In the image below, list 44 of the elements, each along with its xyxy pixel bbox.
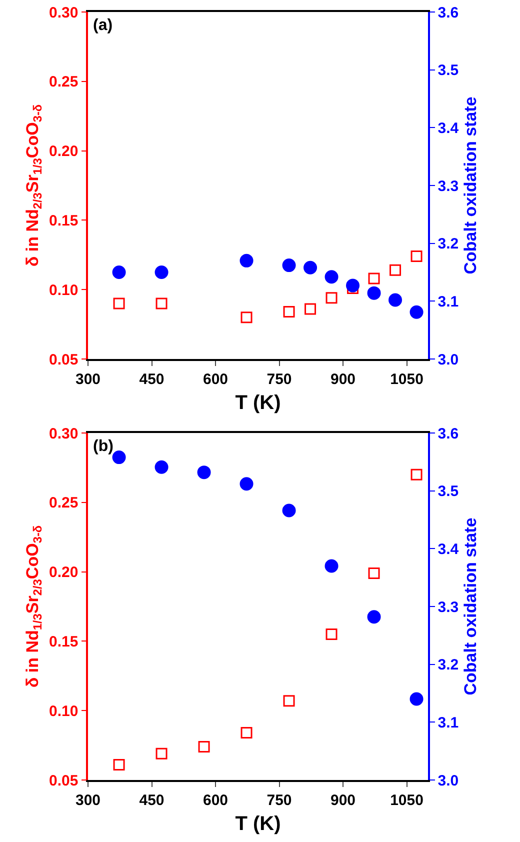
y2-axis-title: Cobalt oxidation state (461, 518, 480, 696)
x-tick-label: 450 (139, 792, 164, 809)
y2-axis-title: Cobalt oxidation state (461, 96, 480, 274)
x-tick-label: 300 (75, 370, 101, 388)
y-tick-label: 0.15 (49, 212, 78, 230)
x-axis-title: T (K) (235, 812, 281, 835)
y-tick-label: 0.10 (49, 282, 78, 299)
y-tick-label: 0.20 (49, 564, 78, 582)
y-tick-label: 0.10 (49, 702, 78, 720)
y2-tick-label: 3.4 (438, 120, 460, 137)
y2-tick-label: 3.2 (438, 656, 459, 674)
y-tick-label: 0.15 (49, 633, 78, 650)
y2-tick-label: 3.1 (438, 714, 459, 732)
y-tick-label: 0.05 (49, 772, 78, 790)
x-tick-label: 750 (266, 792, 292, 809)
y2-tick-label: 3.0 (438, 772, 459, 790)
y-tick-label: 0.30 (49, 4, 78, 22)
y-tick-label: 0.30 (49, 425, 78, 442)
y2-tick-label: 3.1 (438, 293, 459, 310)
y2-tick-label: 3.4 (438, 540, 460, 558)
x-tick-label: 600 (202, 370, 228, 388)
y2-tick-label: 3.3 (438, 598, 459, 616)
x-tick-label: 1050 (390, 792, 424, 809)
y-tick-label: 0.25 (49, 74, 78, 91)
x-tick-label: 750 (266, 370, 292, 388)
y2-tick-label: 3.6 (438, 425, 459, 442)
x-tick-label: 450 (139, 370, 164, 388)
annotation: (a) (93, 17, 113, 34)
x-tick-label: 1050 (390, 370, 424, 388)
x-tick-label: 600 (202, 792, 228, 809)
y-tick-label: 0.05 (49, 351, 78, 368)
y2-tick-label: 3.0 (438, 351, 459, 368)
y2-tick-label: 3.5 (438, 62, 459, 80)
y-tick-label: 0.25 (49, 494, 78, 512)
x-tick-label: 900 (330, 370, 356, 388)
y-tick-label: 0.20 (49, 143, 78, 160)
annotation: (b) (93, 438, 114, 455)
x-tick-label: 300 (75, 792, 101, 809)
y2-tick-label: 3.5 (438, 483, 459, 500)
y2-tick-label: 3.3 (438, 178, 459, 195)
y2-tick-label: 3.2 (438, 236, 459, 253)
y2-tick-label: 3.6 (438, 4, 459, 22)
x-tick-label: 900 (330, 792, 356, 809)
x-axis-title: T (K) (235, 392, 281, 414)
